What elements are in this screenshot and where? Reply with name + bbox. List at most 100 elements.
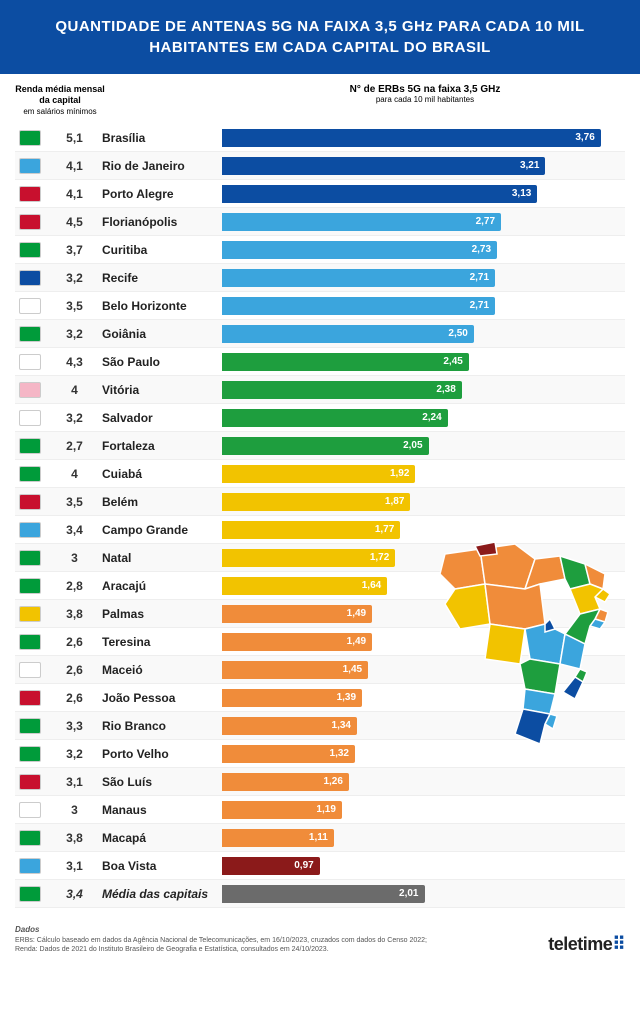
flag-icon bbox=[19, 886, 41, 902]
income-value: 2,6 bbox=[47, 691, 102, 705]
bar-area: 1,11 bbox=[222, 829, 625, 847]
table-row: 3,2Salvador2,24 bbox=[15, 404, 625, 432]
city-header bbox=[105, 84, 225, 116]
flag-icon bbox=[19, 410, 41, 426]
flag-icon bbox=[19, 130, 41, 146]
bar: 1,49 bbox=[222, 605, 372, 623]
bar: 3,21 bbox=[222, 157, 545, 175]
bar-area: 3,13 bbox=[222, 185, 625, 203]
bar: 2,50 bbox=[222, 325, 474, 343]
table-row: 3,1São Luís1,26 bbox=[15, 768, 625, 796]
city-name: Curitiba bbox=[102, 243, 222, 257]
flag-icon bbox=[19, 662, 41, 678]
income-value: 3,3 bbox=[47, 719, 102, 733]
flag-icon bbox=[19, 634, 41, 650]
bar: 1,26 bbox=[222, 773, 349, 791]
table-row: 4Cuiabá1,92 bbox=[15, 460, 625, 488]
income-header: Renda média mensal da capital em salário… bbox=[15, 84, 105, 116]
bar: 1,32 bbox=[222, 745, 355, 763]
logo-dots-icon: ⠿ bbox=[612, 934, 625, 954]
bar-value-label: 2,38 bbox=[436, 384, 455, 395]
income-value: 3,2 bbox=[47, 327, 102, 341]
bar: 1,19 bbox=[222, 801, 342, 819]
bar-value-label: 2,01 bbox=[399, 888, 418, 899]
bar: 2,05 bbox=[222, 437, 429, 455]
table-row: 3,1Boa Vista0,97 bbox=[15, 852, 625, 880]
city-name: Rio Branco bbox=[102, 719, 222, 733]
flag-icon bbox=[19, 438, 41, 454]
table-row: 5,1Brasília3,76 bbox=[15, 124, 625, 152]
bar-area: 0,97 bbox=[222, 857, 625, 875]
bar: 2,01 bbox=[222, 885, 425, 903]
income-value: 4,3 bbox=[47, 355, 102, 369]
flag-icon bbox=[19, 298, 41, 314]
table-row: 4,1Porto Alegre3,13 bbox=[15, 180, 625, 208]
city-name: João Pessoa bbox=[102, 691, 222, 705]
bar-area: 2,45 bbox=[222, 353, 625, 371]
income-value: 2,6 bbox=[47, 663, 102, 677]
income-value: 3,1 bbox=[47, 775, 102, 789]
city-name: Porto Velho bbox=[102, 747, 222, 761]
bar: 1,39 bbox=[222, 689, 362, 707]
city-name: Aracajú bbox=[102, 579, 222, 593]
income-value: 2,6 bbox=[47, 635, 102, 649]
income-value: 4 bbox=[47, 383, 102, 397]
bar: 2,73 bbox=[222, 241, 497, 259]
bar-area: 3,76 bbox=[222, 129, 625, 147]
bar-area: 2,77 bbox=[222, 213, 625, 231]
table-row: 3,5Belo Horizonte2,71 bbox=[15, 292, 625, 320]
income-value: 4,1 bbox=[47, 159, 102, 173]
city-name: São Luís bbox=[102, 775, 222, 789]
flag-icon bbox=[19, 746, 41, 762]
flag-icon bbox=[19, 578, 41, 594]
title-banner: QUANTIDADE DE ANTENAS 5G NA FAIXA 3,5 GH… bbox=[0, 0, 640, 74]
table-row: 3,2Goiânia2,50 bbox=[15, 320, 625, 348]
flag-icon bbox=[19, 522, 41, 538]
table-row: 4,3São Paulo2,45 bbox=[15, 348, 625, 376]
city-name: Porto Alegre bbox=[102, 187, 222, 201]
bar-value-label: 1,92 bbox=[390, 468, 409, 479]
city-name: Vitória bbox=[102, 383, 222, 397]
bar-value-label: 1,49 bbox=[347, 636, 366, 647]
flag-icon bbox=[19, 494, 41, 510]
table-row: 3,8Macapá1,11 bbox=[15, 824, 625, 852]
bar: 0,97 bbox=[222, 857, 320, 875]
flag-icon bbox=[19, 382, 41, 398]
city-name: Belo Horizonte bbox=[102, 299, 222, 313]
city-name: Brasília bbox=[102, 131, 222, 145]
flag-icon bbox=[19, 858, 41, 874]
footer: Dados ERBs: Cálculo baseado em dados da … bbox=[0, 916, 640, 967]
table-row: 3,7Curitiba2,73 bbox=[15, 236, 625, 264]
income-value: 3,5 bbox=[47, 299, 102, 313]
income-value: 3,7 bbox=[47, 243, 102, 257]
bar: 2,38 bbox=[222, 381, 462, 399]
flag-icon bbox=[19, 242, 41, 258]
bar-value-label: 2,77 bbox=[476, 216, 495, 227]
page-title: QUANTIDADE DE ANTENAS 5G NA FAIXA 3,5 GH… bbox=[20, 16, 620, 58]
data-sources: Dados ERBs: Cálculo baseado em dados da … bbox=[15, 924, 548, 955]
bar-area: 1,87 bbox=[222, 493, 625, 511]
bar-value-label: 1,39 bbox=[337, 692, 356, 703]
bar-value-label: 3,21 bbox=[520, 160, 539, 171]
bar-area: 3,21 bbox=[222, 157, 625, 175]
bar-value-label: 1,19 bbox=[316, 804, 335, 815]
bar: 3,76 bbox=[222, 129, 601, 147]
bar-value-label: 2,24 bbox=[422, 412, 441, 423]
bar-area: 1,92 bbox=[222, 465, 625, 483]
income-value: 3,1 bbox=[47, 859, 102, 873]
bar: 2,71 bbox=[222, 269, 495, 287]
flag-icon bbox=[19, 354, 41, 370]
bar: 1,34 bbox=[222, 717, 357, 735]
bar-value-label: 3,13 bbox=[512, 188, 531, 199]
city-name: Recife bbox=[102, 271, 222, 285]
city-name: Natal bbox=[102, 551, 222, 565]
bar-area: 1,26 bbox=[222, 773, 625, 791]
table-row: 4,1Rio de Janeiro3,21 bbox=[15, 152, 625, 180]
flag-icon bbox=[19, 214, 41, 230]
table-row: 4,5Florianópolis2,77 bbox=[15, 208, 625, 236]
income-value: 5,1 bbox=[47, 131, 102, 145]
teletime-logo: teletime⠿ bbox=[548, 934, 625, 955]
bar-value-label: 1,32 bbox=[330, 748, 349, 759]
city-name: Campo Grande bbox=[102, 523, 222, 537]
income-value: 3,5 bbox=[47, 495, 102, 509]
